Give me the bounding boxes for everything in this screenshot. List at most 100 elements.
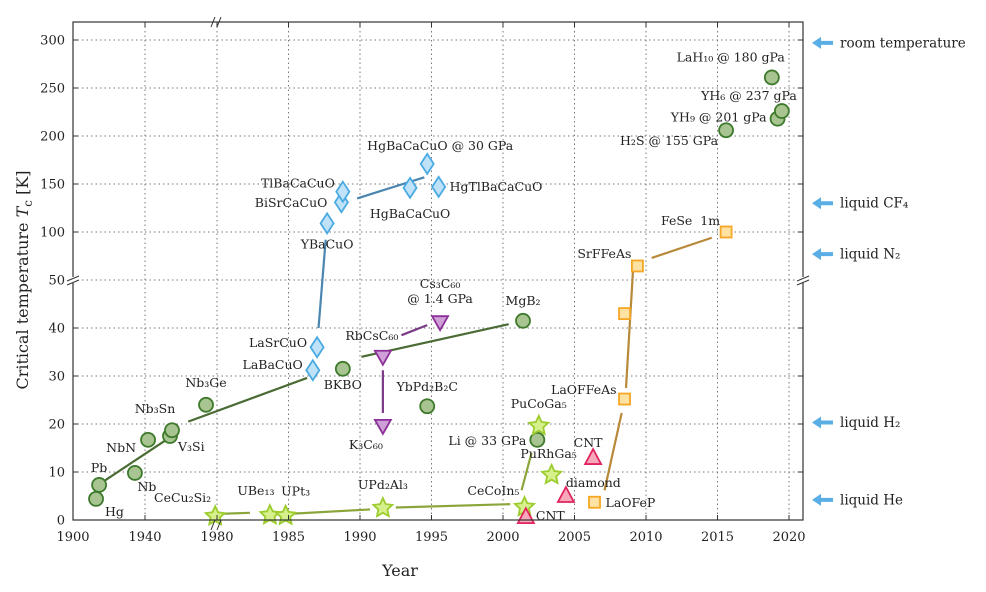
point-label: CeCu₂Si₂ bbox=[154, 490, 211, 505]
star-marker bbox=[527, 413, 551, 436]
point-label: diamond bbox=[566, 475, 621, 490]
triangle-up-marker bbox=[583, 447, 603, 465]
trend-line bbox=[520, 452, 533, 491]
left-arrow-icon bbox=[812, 493, 833, 506]
point-label: TlBaCaCuO bbox=[261, 176, 335, 191]
point-label: LaBaCuO bbox=[243, 357, 303, 372]
point-label: Nb₃Sn bbox=[135, 401, 176, 416]
circle-marker bbox=[529, 431, 546, 448]
x-tick-label: 1995 bbox=[415, 530, 448, 545]
square-marker bbox=[588, 495, 601, 509]
point-label: Cs₃C₆₀ bbox=[420, 276, 461, 291]
diamond-marker bbox=[419, 152, 435, 176]
y-axis-title-subscript: c bbox=[21, 200, 35, 207]
point-label: Hg bbox=[105, 504, 124, 519]
point-label: PuCoGa₅ bbox=[511, 396, 567, 411]
point-label: FeSe 1m bbox=[661, 213, 720, 228]
point-label: LaOFFeAs bbox=[551, 382, 617, 397]
point-label: HgTlBaCaCuO bbox=[450, 179, 543, 194]
trend-line bbox=[395, 503, 511, 509]
point-label: Li @ 33 GPa bbox=[448, 433, 526, 448]
circle-marker bbox=[164, 422, 180, 439]
y-tick-label: 50 bbox=[48, 274, 65, 289]
triangle-up-marker bbox=[516, 506, 536, 525]
point-label: UBe₁₃ bbox=[237, 483, 274, 498]
point-label: BKBO bbox=[324, 377, 362, 392]
point-label: CNT bbox=[536, 508, 566, 523]
point-label: YBaCuO bbox=[300, 236, 354, 251]
point-label: H₂S @ 155 GPa bbox=[620, 133, 719, 148]
y-axis-title-text: Critical temperature bbox=[13, 217, 32, 389]
trend-line bbox=[222, 511, 250, 515]
point-label: YbPd₂B₂C bbox=[395, 379, 457, 394]
square-marker bbox=[618, 307, 631, 321]
x-tick-label: 1985 bbox=[272, 530, 305, 545]
diamond-marker bbox=[335, 180, 351, 204]
point-label: NbN bbox=[106, 440, 136, 455]
point-label: UPd₂Al₃ bbox=[358, 477, 408, 492]
point-label: MgB₂ bbox=[506, 293, 541, 308]
point-label: LaOFeP bbox=[606, 495, 656, 510]
x-tick-label: 1990 bbox=[343, 530, 376, 545]
y-tick-label: 250 bbox=[40, 82, 65, 97]
circle-marker bbox=[198, 396, 214, 413]
point-label: Pb bbox=[91, 460, 107, 475]
trend-line bbox=[291, 508, 371, 515]
point-label: Nb₃Ge bbox=[185, 375, 226, 390]
x-tick-label: 1940 bbox=[128, 530, 161, 545]
point-label: @ 1.4 GPa bbox=[407, 291, 473, 306]
y-axis-title-unit: [K] bbox=[13, 170, 32, 200]
trend-line bbox=[317, 239, 327, 329]
square-marker bbox=[618, 392, 631, 406]
trend-line bbox=[401, 324, 428, 337]
triangle-down-marker bbox=[430, 315, 450, 333]
circle-marker bbox=[88, 490, 104, 507]
point-label: HgBaCaCuO @ 30 GPa bbox=[367, 138, 514, 153]
y-axis-break-gap bbox=[797, 277, 809, 283]
x-tick-label: 1900 bbox=[56, 530, 89, 545]
point-label: CNT bbox=[574, 435, 604, 450]
x-tick-label: 2000 bbox=[486, 530, 519, 545]
diamond-marker bbox=[305, 358, 321, 382]
reference-temperatures: room temperature liquid CF₄ liquid N₂ liqui… bbox=[812, 35, 966, 508]
y-axis-break-mark bbox=[66, 275, 80, 286]
y-tick-label: 40 bbox=[48, 322, 65, 337]
x-axis-break-mark bbox=[210, 16, 222, 28]
y-tick-label: 20 bbox=[48, 418, 65, 433]
star-marker bbox=[274, 503, 298, 526]
star-marker bbox=[371, 495, 395, 518]
point-label: YH₉ @ 201 gPa bbox=[670, 110, 767, 125]
triangle-down-marker bbox=[373, 349, 393, 367]
x-tick-label: 2020 bbox=[772, 530, 805, 545]
circle-marker bbox=[334, 360, 351, 377]
point-label: V₃Si bbox=[177, 439, 205, 454]
y-axis-break-mark bbox=[796, 275, 810, 286]
point-label: YH₆ @ 237 gPa bbox=[700, 88, 797, 103]
reference-label: room temperature bbox=[840, 35, 966, 51]
y-tick-label: 200 bbox=[40, 130, 65, 145]
star-marker bbox=[203, 504, 227, 527]
point-label: BiSrCaCuO bbox=[255, 195, 328, 210]
circle-marker bbox=[140, 431, 156, 448]
x-tick-label: 2010 bbox=[629, 530, 662, 545]
reference-label: liquid H₂ bbox=[840, 415, 900, 431]
plot-frame bbox=[72, 21, 804, 521]
point-label: HgBaCaCuO bbox=[370, 206, 450, 221]
diamond-marker bbox=[319, 211, 335, 236]
left-arrow-icon bbox=[812, 416, 833, 429]
star-marker bbox=[540, 462, 564, 485]
square-marker bbox=[719, 225, 733, 239]
trend-line bbox=[187, 376, 308, 423]
left-arrow-icon bbox=[812, 248, 833, 261]
point-labels: Hg Pb Nb NbN V₃Si Nb₃Sn Nb₃Ge BKBO YbPd₂B₂C MgB₂ L… bbox=[91, 49, 798, 523]
point-label: SrFFeAs bbox=[577, 246, 631, 261]
reference-label: liquid CF₄ bbox=[840, 196, 908, 212]
reference-label: liquid He bbox=[840, 492, 903, 508]
circle-marker bbox=[773, 103, 790, 119]
trend-line bbox=[651, 236, 713, 259]
diamond-marker bbox=[309, 335, 325, 359]
x-axis-break-mark bbox=[210, 519, 222, 531]
circle-marker bbox=[718, 122, 734, 139]
point-label: K₃C₆₀ bbox=[349, 437, 383, 452]
